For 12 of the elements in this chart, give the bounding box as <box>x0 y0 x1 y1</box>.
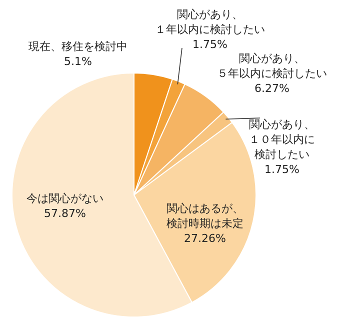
slice-label: 現在、移住を検討中 <box>28 40 128 53</box>
data-label: 1.75% <box>192 38 228 51</box>
data-label: 6.27% <box>254 82 290 95</box>
data-label: 5.1% <box>64 55 92 68</box>
slice-label: 今は関心がない <box>26 192 104 205</box>
slice-label: 関心はあるが、検討時期は未定 <box>166 202 244 230</box>
data-label: 1.75% <box>264 163 300 176</box>
data-label: 27.26% <box>184 232 226 245</box>
slice-label: 関心があり、１０年以内に検討したい <box>249 118 315 161</box>
slice-label: 関心があり、５年以内に検討したい <box>217 52 327 80</box>
data-label: 57.87% <box>44 207 86 220</box>
slice-label: 関心があり、１年以内に検討したい <box>155 8 265 36</box>
